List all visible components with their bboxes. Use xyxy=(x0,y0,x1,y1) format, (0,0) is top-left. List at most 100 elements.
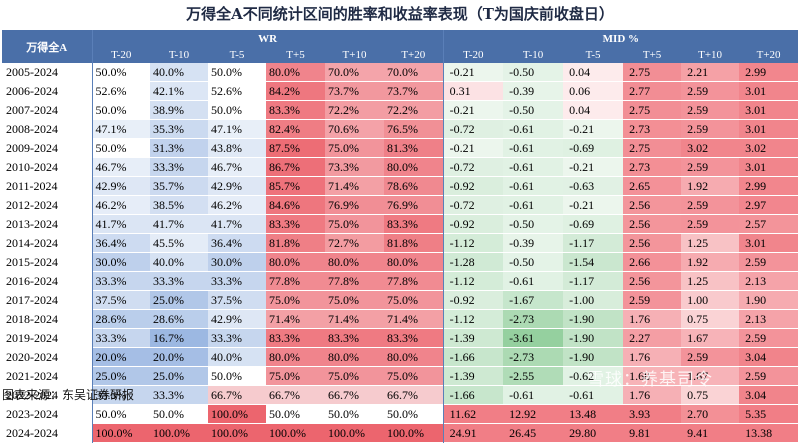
wr-cell: 42.1% xyxy=(150,81,208,101)
table-row: 2008-2024 47.1% 35.3% 47.1% 82.4% 70.6% 76.5% -… xyxy=(2,119,799,139)
wr-cell: 28.6% xyxy=(150,309,208,329)
mid-cell: 0.04 xyxy=(563,63,624,82)
wr-cell: 75.0% xyxy=(266,290,325,310)
table-row: 2009-2024 50.0% 31.3% 43.8% 87.5% 75.0% 81.3% -… xyxy=(2,138,799,158)
mid-cell: 24.91 xyxy=(443,423,504,443)
mid-col-header: T+5 xyxy=(623,47,682,63)
wr-cell: 75.0% xyxy=(266,366,325,386)
mid-cell: -0.39 xyxy=(503,81,564,101)
mid-cell: -2.73 xyxy=(503,309,564,329)
mid-cell: 3.01 xyxy=(739,119,799,139)
mid-cell: 3.01 xyxy=(739,157,799,177)
wr-cell: 66.7% xyxy=(208,385,266,405)
table-row: 2020-2024 20.0% 20.0% 40.0% 80.0% 80.0% 80.0% -… xyxy=(2,347,799,367)
table-row: 2010-2024 46.7% 33.3% 46.7% 86.7% 73.3% 80.0% -… xyxy=(2,157,799,177)
table-row: 2023-2024 50.0% 50.0% 100.0% 50.0% 50.0% 50.0%… xyxy=(2,404,799,424)
mid-cell: 1.76 xyxy=(623,385,682,405)
mid-cell: -0.72 xyxy=(443,157,504,177)
wr-cell: 100.0% xyxy=(208,404,266,424)
mid-cell: 1.90 xyxy=(739,290,799,310)
wr-cell: 33.3% xyxy=(92,385,150,405)
table-row: 2014-2024 36.4% 45.5% 36.4% 81.8% 72.7% 81.8% -… xyxy=(2,233,799,253)
mid-cell: 1.25 xyxy=(681,271,740,291)
table-row: 2018-2024 28.6% 28.6% 42.9% 71.4% 71.4% 71.4% -… xyxy=(2,309,799,329)
row-year-label: 2018-2024 xyxy=(2,309,93,329)
mid-cell: -1.12 xyxy=(443,309,504,329)
mid-cell: -0.72 xyxy=(443,195,504,215)
mid-cell: 3.01 xyxy=(739,100,799,120)
mid-cell: -0.21 xyxy=(443,63,504,82)
wr-cell: 38.9% xyxy=(150,100,208,120)
mid-cell: 5.35 xyxy=(739,404,799,424)
wr-cell: 66.7% xyxy=(325,385,384,405)
mid-cell: 1.76 xyxy=(623,309,682,329)
mid-col-header: T-10 xyxy=(503,47,564,63)
mid-cell: 2.59 xyxy=(739,328,799,348)
mid-cell: 1.67 xyxy=(681,328,740,348)
wr-cell: 81.8% xyxy=(384,233,444,253)
mid-cell: -0.21 xyxy=(563,195,624,215)
mid-cell: 1.00 xyxy=(681,290,740,310)
wr-col-header: T+10 xyxy=(325,47,384,63)
mid-cell: 0.06 xyxy=(563,81,624,101)
wr-cell: 100.0% xyxy=(150,423,208,443)
wr-cell: 75.0% xyxy=(325,138,384,158)
wr-cell: 33.3% xyxy=(92,328,150,348)
wr-cell: 83.3% xyxy=(266,214,325,234)
mid-cell: 13.38 xyxy=(739,423,799,443)
wr-cell: 33.3% xyxy=(150,157,208,177)
mid-cell: 9.81 xyxy=(623,423,682,443)
mid-cell: 2.99 xyxy=(739,63,799,82)
wr-cell: 80.0% xyxy=(384,157,444,177)
wr-cell: 50.0% xyxy=(92,404,150,424)
wr-cell: 71.4% xyxy=(266,309,325,329)
table-row: 2005-2024 50.0% 40.0% 50.0% 80.0% 70.0% 70.0% -… xyxy=(2,63,799,82)
wr-cell: 70.0% xyxy=(384,63,444,82)
wr-cell: 33.3% xyxy=(150,271,208,291)
wr-cell: 80.0% xyxy=(384,347,444,367)
wr-cell: 50.0% xyxy=(325,404,384,424)
mid-col-header: T+10 xyxy=(681,47,740,63)
mid-cell: -1.12 xyxy=(443,271,504,291)
mid-cell: -1.00 xyxy=(563,290,624,310)
mid-cell: -0.92 xyxy=(443,290,504,310)
mid-cell: 0.04 xyxy=(563,100,624,120)
wr-cell: 75.0% xyxy=(325,214,384,234)
wr-cell: 72.2% xyxy=(384,100,444,120)
wr-col-header: T-20 xyxy=(92,47,150,63)
row-year-label: 2008-2024 xyxy=(2,119,93,139)
mid-cell: -1.66 xyxy=(443,385,504,405)
wr-cell: 46.7% xyxy=(208,157,266,177)
wr-cell: 84.2% xyxy=(266,81,325,101)
mid-cell: -0.50 xyxy=(503,100,564,120)
mid-cell: -0.69 xyxy=(563,214,624,234)
wr-cell: 47.1% xyxy=(208,119,266,139)
mid-cell: -0.92 xyxy=(443,214,504,234)
wr-cell: 100.0% xyxy=(384,423,444,443)
table-row: 2006-2024 52.6% 42.1% 52.6% 84.2% 73.7% 73.7% 0… xyxy=(2,81,799,101)
wr-col-header: T+20 xyxy=(384,47,444,63)
wr-cell: 46.2% xyxy=(92,195,150,215)
mid-cell: 2.99 xyxy=(739,176,799,196)
table-row: 2016-2024 33.3% 33.3% 33.3% 77.8% 77.8% 77.8% -… xyxy=(2,271,799,291)
wr-cell: 82.4% xyxy=(266,119,325,139)
wr-cell: 37.5% xyxy=(92,290,150,310)
table-row: 2015-2024 30.0% 40.0% 30.0% 80.0% 80.0% 80.0% -… xyxy=(2,252,799,272)
row-year-label: 2009-2024 xyxy=(2,138,93,158)
wr-cell: 38.5% xyxy=(150,195,208,215)
wr-cell: 50.0% xyxy=(92,100,150,120)
wr-cell: 16.7% xyxy=(150,328,208,348)
wr-cell: 77.8% xyxy=(266,271,325,291)
mid-cell: 2.77 xyxy=(623,81,682,101)
wr-cell: 47.1% xyxy=(92,119,150,139)
wr-cell: 36.4% xyxy=(208,233,266,253)
mid-cell: 2.13 xyxy=(739,309,799,329)
table-row: 2012-2024 46.2% 38.5% 46.2% 84.6% 76.9% 76.9% -… xyxy=(2,195,799,215)
wr-cell: 50.0% xyxy=(384,404,444,424)
wr-cell: 72.2% xyxy=(325,100,384,120)
mid-cell: 2.65 xyxy=(623,176,682,196)
wr-cell: 85.7% xyxy=(266,176,325,196)
row-year-label: 2017-2024 xyxy=(2,290,93,310)
mid-cell: 3.01 xyxy=(739,81,799,101)
mid-cell: 3.04 xyxy=(739,385,799,405)
